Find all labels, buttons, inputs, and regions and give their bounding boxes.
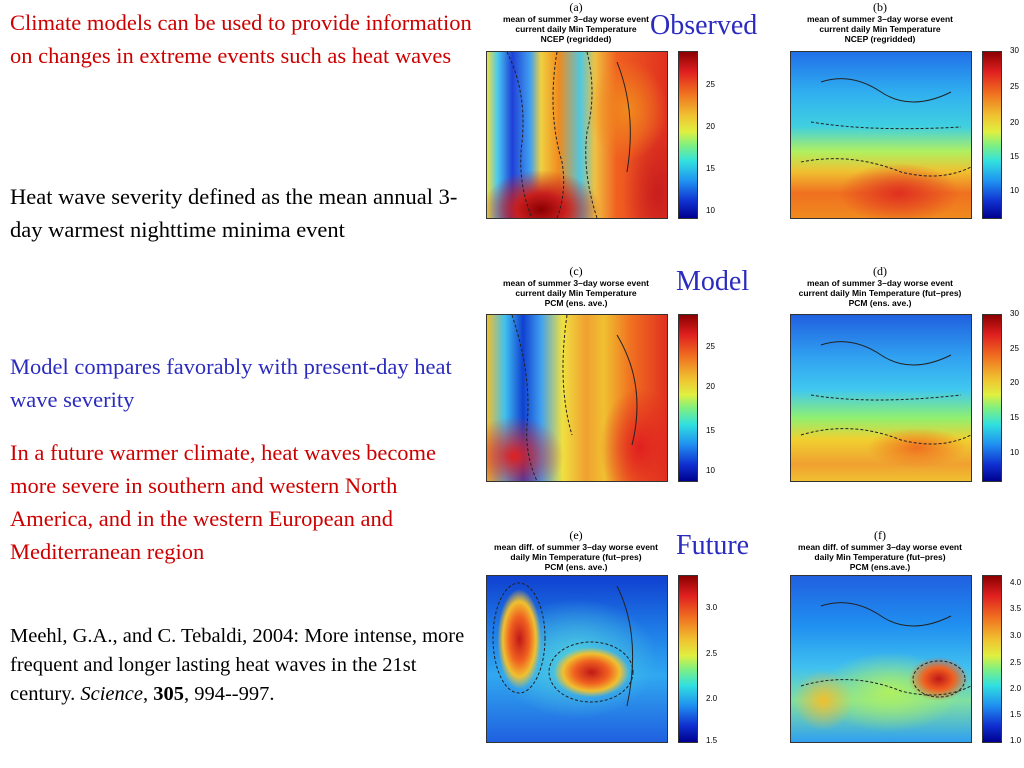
colorbar-tick: 15: [1010, 413, 1019, 422]
colorbar-tick: 3.0: [1010, 631, 1022, 640]
citation-authors: Meehl, G.A., and C. Tebaldi, 2004: More …: [10, 625, 465, 705]
colorbar-tick: 30: [1010, 309, 1019, 318]
colorbar-tick: 2.0: [706, 694, 718, 703]
colorbar-tick: 15: [1010, 152, 1019, 161]
colorbar-tick: 2.0: [1010, 684, 1022, 693]
panel-title-line2: daily Min Temperature (fut–pres): [510, 552, 642, 562]
colorbar-c: [678, 314, 698, 482]
map-contours: [800, 602, 971, 698]
panel-title-line2: daily Min Temperature (fut–pres): [814, 552, 946, 562]
colorbar-tick: 20: [706, 122, 715, 131]
future-north-america-map: [486, 575, 668, 743]
map-contours: [492, 582, 634, 707]
observed-north-america-map: [486, 51, 668, 219]
map-contours: [506, 52, 631, 218]
colorbar-tick: 15: [706, 426, 715, 435]
colorbar-tick: 10: [706, 206, 715, 215]
colorbar-tick: 3.0: [706, 603, 718, 612]
colorbar-b: [982, 51, 1002, 219]
panel-label: (c): [569, 264, 583, 278]
future-europe-map: [790, 575, 972, 743]
panel-title-line1: mean diff. of summer 3–day worse event: [494, 542, 658, 552]
intro-text: Climate models can be used to provide in…: [10, 10, 472, 68]
panel-title-line3: PCM (ens. ave.): [544, 562, 608, 572]
panel-title-line1: mean of summer 3–day worse event: [807, 278, 953, 288]
colorbar-tick: 25: [1010, 82, 1019, 91]
colorbar-tick: 25: [706, 80, 715, 89]
panel-title-line3: PCM (ens. ave.): [848, 298, 912, 308]
panel-label: (f): [874, 528, 886, 542]
map-contours: [511, 315, 638, 481]
colorbar-tick: 15: [706, 164, 715, 173]
row-label-future: Future: [676, 530, 750, 561]
citation: Meehl, G.A., and C. Tebaldi, 2004: More …: [10, 622, 478, 709]
model-europe-map: [790, 314, 972, 482]
citation-journal: Science: [80, 683, 143, 705]
panel-title-line2: current daily Min Temperature: [515, 288, 637, 298]
colorbar-tick: 1.5: [706, 736, 718, 745]
colorbar-tick: 25: [1010, 344, 1019, 353]
colorbar-tick: 10: [1010, 186, 1019, 195]
colorbar-f: [982, 575, 1002, 743]
colorbar-tick: 2.5: [1010, 658, 1022, 667]
colorbar-tick: 20: [1010, 118, 1019, 127]
colorbar-tick: 10: [706, 466, 715, 475]
colorbar-tick: 20: [1010, 378, 1019, 387]
panel-title-line1: mean of summer 3–day worse event: [503, 278, 649, 288]
panel-title-line3: NCEP (regridded): [844, 34, 916, 44]
colorbar-tick: 1.0: [1010, 736, 1022, 745]
definition-text: Heat wave severity defined as the mean a…: [10, 184, 458, 242]
observed-europe-map: [790, 51, 972, 219]
future-projection-text: In a future warmer climate, heat waves b…: [10, 440, 437, 564]
colorbar-a: [678, 51, 698, 219]
colorbar-tick: 4.0: [1010, 578, 1022, 587]
panel-title-line3: PCM (ens. ave.): [544, 298, 608, 308]
colorbar-tick: 1.5: [1010, 710, 1022, 719]
colorbar-tick: 2.5: [706, 649, 718, 658]
colorbar-tick: 25: [706, 342, 715, 351]
panel-title-line2: current daily Min Temperature: [819, 24, 941, 34]
panel-title-line1: mean of summer 3–day worse event: [807, 14, 953, 24]
model-north-america-map: [486, 314, 668, 482]
citation-volume: 305: [153, 683, 184, 705]
row-label-model: Model: [676, 266, 750, 297]
panel-title-line1: mean diff. of summer 3–day worse event: [798, 542, 962, 552]
colorbar-e: [678, 575, 698, 743]
map-contours: [800, 78, 971, 177]
panel-title-line3: NCEP (regridded): [540, 34, 612, 44]
row-label-observed: Observed: [650, 10, 758, 41]
colorbar-tick: 30: [1010, 46, 1019, 55]
map-contours: [800, 341, 971, 445]
colorbar-tick: 20: [706, 382, 715, 391]
panel-label: (d): [873, 264, 887, 278]
colorbar-d: [982, 314, 1002, 482]
panel-label: (e): [569, 528, 583, 542]
citation-separator: ,: [142, 683, 154, 705]
panel-label: (a): [569, 0, 583, 14]
colorbar-tick: 10: [1010, 448, 1019, 457]
panel-title-line2: current daily Min Temperature (fut–pres): [798, 288, 962, 298]
panel-title-line2: current daily Min Temperature: [515, 24, 637, 34]
panel-title-line1: mean of summer 3–day worse event: [503, 14, 649, 24]
model-comparison-text: Model compares favorably with present-da…: [10, 354, 452, 412]
colorbar-tick: 3.5: [1010, 604, 1022, 613]
panel-title-line3: PCM (ens.ave.): [849, 562, 911, 572]
panel-label: (b): [873, 0, 887, 14]
citation-pages: , 994--997.: [183, 683, 275, 705]
